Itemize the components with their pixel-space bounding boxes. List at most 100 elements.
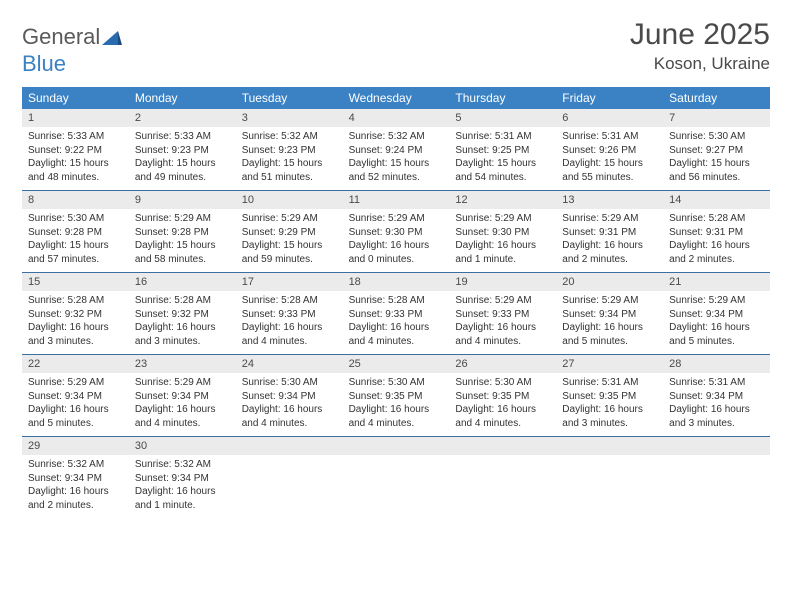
calendar-grid: Sunday Monday Tuesday Wednesday Thursday… — [22, 87, 770, 518]
sunset-line: Sunset: 9:34 PM — [28, 390, 123, 404]
weekday-header: Wednesday — [343, 87, 450, 109]
daylight-line: Daylight: 16 hours and 2 minutes. — [669, 239, 764, 266]
day-details: Sunrise: 5:29 AMSunset: 9:34 PMDaylight:… — [556, 291, 663, 354]
daylight-line: Daylight: 15 hours and 51 minutes. — [242, 157, 337, 184]
day-details: Sunrise: 5:30 AMSunset: 9:28 PMDaylight:… — [22, 209, 129, 272]
sunset-line: Sunset: 9:30 PM — [455, 226, 550, 240]
sunset-line: Sunset: 9:25 PM — [455, 144, 550, 158]
day-number: 1 — [22, 109, 129, 127]
day-details: Sunrise: 5:30 AMSunset: 9:27 PMDaylight:… — [663, 127, 770, 190]
day-number: 16 — [129, 273, 236, 291]
day-cell: 14Sunrise: 5:28 AMSunset: 9:31 PMDayligh… — [663, 191, 770, 272]
sunrise-line: Sunrise: 5:29 AM — [562, 294, 657, 308]
day-cell: 7Sunrise: 5:30 AMSunset: 9:27 PMDaylight… — [663, 109, 770, 190]
day-details: Sunrise: 5:28 AMSunset: 9:33 PMDaylight:… — [343, 291, 450, 354]
daylight-line: Daylight: 16 hours and 4 minutes. — [135, 403, 230, 430]
week-row: 1Sunrise: 5:33 AMSunset: 9:22 PMDaylight… — [22, 109, 770, 191]
daylight-line: Daylight: 16 hours and 4 minutes. — [455, 321, 550, 348]
weekday-header: Sunday — [22, 87, 129, 109]
daylight-line: Daylight: 15 hours and 58 minutes. — [135, 239, 230, 266]
day-details: Sunrise: 5:32 AMSunset: 9:34 PMDaylight:… — [22, 455, 129, 518]
day-number: 10 — [236, 191, 343, 209]
daylight-line: Daylight: 15 hours and 56 minutes. — [669, 157, 764, 184]
day-number: 26 — [449, 355, 556, 373]
sunrise-line: Sunrise: 5:30 AM — [455, 376, 550, 390]
sunrise-line: Sunrise: 5:33 AM — [135, 130, 230, 144]
day-details: Sunrise: 5:31 AMSunset: 9:26 PMDaylight:… — [556, 127, 663, 190]
day-number: 12 — [449, 191, 556, 209]
title-block: June 2025 Koson, Ukraine — [630, 18, 770, 74]
week-row: 29Sunrise: 5:32 AMSunset: 9:34 PMDayligh… — [22, 437, 770, 518]
day-cell: 30Sunrise: 5:32 AMSunset: 9:34 PMDayligh… — [129, 437, 236, 518]
day-details: Sunrise: 5:29 AMSunset: 9:34 PMDaylight:… — [22, 373, 129, 436]
day-number: 24 — [236, 355, 343, 373]
day-cell: 24Sunrise: 5:30 AMSunset: 9:34 PMDayligh… — [236, 355, 343, 436]
day-number: 6 — [556, 109, 663, 127]
day-number: 11 — [343, 191, 450, 209]
daylight-line: Daylight: 15 hours and 57 minutes. — [28, 239, 123, 266]
daylight-line: Daylight: 15 hours and 59 minutes. — [242, 239, 337, 266]
sunset-line: Sunset: 9:28 PM — [28, 226, 123, 240]
day-cell: 25Sunrise: 5:30 AMSunset: 9:35 PMDayligh… — [343, 355, 450, 436]
day-details: Sunrise: 5:30 AMSunset: 9:35 PMDaylight:… — [343, 373, 450, 436]
sunset-line: Sunset: 9:26 PM — [562, 144, 657, 158]
day-cell: 10Sunrise: 5:29 AMSunset: 9:29 PMDayligh… — [236, 191, 343, 272]
sunset-line: Sunset: 9:30 PM — [349, 226, 444, 240]
sunrise-line: Sunrise: 5:29 AM — [135, 212, 230, 226]
day-cell: 9Sunrise: 5:29 AMSunset: 9:28 PMDaylight… — [129, 191, 236, 272]
sunrise-line: Sunrise: 5:30 AM — [242, 376, 337, 390]
empty-cell — [343, 437, 450, 518]
day-details: Sunrise: 5:29 AMSunset: 9:29 PMDaylight:… — [236, 209, 343, 272]
day-details: Sunrise: 5:29 AMSunset: 9:34 PMDaylight:… — [129, 373, 236, 436]
day-cell: 6Sunrise: 5:31 AMSunset: 9:26 PMDaylight… — [556, 109, 663, 190]
sunrise-line: Sunrise: 5:31 AM — [455, 130, 550, 144]
sunrise-line: Sunrise: 5:29 AM — [562, 212, 657, 226]
day-details: Sunrise: 5:28 AMSunset: 9:32 PMDaylight:… — [22, 291, 129, 354]
daylight-line: Daylight: 16 hours and 5 minutes. — [562, 321, 657, 348]
daylight-line: Daylight: 16 hours and 2 minutes. — [28, 485, 123, 512]
day-number: 9 — [129, 191, 236, 209]
sunset-line: Sunset: 9:34 PM — [135, 390, 230, 404]
day-number: 25 — [343, 355, 450, 373]
sunrise-line: Sunrise: 5:29 AM — [135, 376, 230, 390]
sunrise-line: Sunrise: 5:30 AM — [28, 212, 123, 226]
day-details: Sunrise: 5:31 AMSunset: 9:25 PMDaylight:… — [449, 127, 556, 190]
day-number: 3 — [236, 109, 343, 127]
day-number: 18 — [343, 273, 450, 291]
sunset-line: Sunset: 9:23 PM — [242, 144, 337, 158]
page-header: General Blue June 2025 Koson, Ukraine — [22, 18, 770, 77]
weeks-container: 1Sunrise: 5:33 AMSunset: 9:22 PMDaylight… — [22, 109, 770, 518]
daylight-line: Daylight: 15 hours and 55 minutes. — [562, 157, 657, 184]
day-number: 2 — [129, 109, 236, 127]
sunrise-line: Sunrise: 5:32 AM — [28, 458, 123, 472]
sunset-line: Sunset: 9:34 PM — [562, 308, 657, 322]
sunset-line: Sunset: 9:33 PM — [455, 308, 550, 322]
weekday-header: Thursday — [449, 87, 556, 109]
empty-cell — [663, 437, 770, 518]
day-details: Sunrise: 5:29 AMSunset: 9:33 PMDaylight:… — [449, 291, 556, 354]
day-number: 4 — [343, 109, 450, 127]
sunrise-line: Sunrise: 5:28 AM — [349, 294, 444, 308]
day-details: Sunrise: 5:32 AMSunset: 9:24 PMDaylight:… — [343, 127, 450, 190]
day-number: 27 — [556, 355, 663, 373]
daylight-line: Daylight: 15 hours and 49 minutes. — [135, 157, 230, 184]
brand-logo: General Blue — [22, 18, 122, 77]
brand-part2: Blue — [22, 51, 66, 76]
sunrise-line: Sunrise: 5:31 AM — [669, 376, 764, 390]
day-cell: 16Sunrise: 5:28 AMSunset: 9:32 PMDayligh… — [129, 273, 236, 354]
day-details: Sunrise: 5:31 AMSunset: 9:34 PMDaylight:… — [663, 373, 770, 436]
week-row: 15Sunrise: 5:28 AMSunset: 9:32 PMDayligh… — [22, 273, 770, 355]
sunrise-line: Sunrise: 5:29 AM — [349, 212, 444, 226]
daylight-line: Daylight: 16 hours and 5 minutes. — [669, 321, 764, 348]
day-number: 14 — [663, 191, 770, 209]
day-cell: 26Sunrise: 5:30 AMSunset: 9:35 PMDayligh… — [449, 355, 556, 436]
day-details: Sunrise: 5:32 AMSunset: 9:23 PMDaylight:… — [236, 127, 343, 190]
empty-cell — [449, 437, 556, 518]
sunset-line: Sunset: 9:35 PM — [562, 390, 657, 404]
weekday-header-row: Sunday Monday Tuesday Wednesday Thursday… — [22, 87, 770, 109]
sunrise-line: Sunrise: 5:30 AM — [349, 376, 444, 390]
daylight-line: Daylight: 16 hours and 5 minutes. — [28, 403, 123, 430]
location-label: Koson, Ukraine — [630, 54, 770, 74]
sunset-line: Sunset: 9:34 PM — [135, 472, 230, 486]
sunrise-line: Sunrise: 5:29 AM — [242, 212, 337, 226]
